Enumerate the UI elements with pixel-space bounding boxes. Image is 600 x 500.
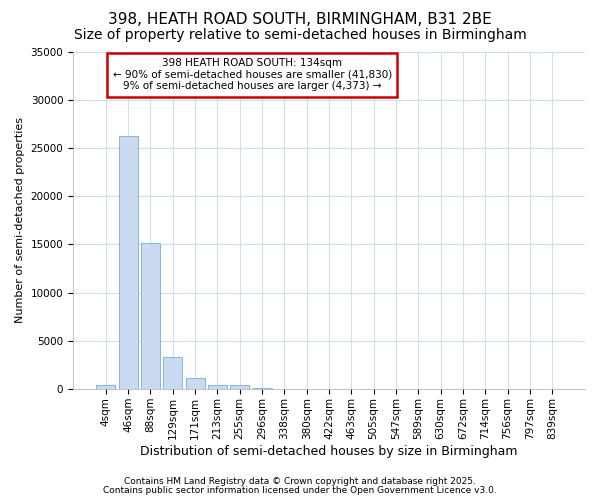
- Bar: [163, 358, 182, 389]
- X-axis label: Distribution of semi-detached houses by size in Birmingham: Distribution of semi-detached houses by …: [140, 444, 518, 458]
- Bar: [96, 386, 115, 389]
- Bar: [208, 386, 227, 389]
- Text: 398 HEATH ROAD SOUTH: 134sqm
← 90% of semi-detached houses are smaller (41,830)
: 398 HEATH ROAD SOUTH: 134sqm ← 90% of se…: [113, 58, 392, 92]
- Text: Size of property relative to semi-detached houses in Birmingham: Size of property relative to semi-detach…: [74, 28, 526, 42]
- Bar: [141, 242, 160, 389]
- Text: Contains HM Land Registry data © Crown copyright and database right 2025.: Contains HM Land Registry data © Crown c…: [124, 477, 476, 486]
- Bar: [230, 386, 249, 389]
- Bar: [119, 136, 137, 389]
- Text: Contains public sector information licensed under the Open Government Licence v3: Contains public sector information licen…: [103, 486, 497, 495]
- Y-axis label: Number of semi-detached properties: Number of semi-detached properties: [15, 118, 25, 324]
- Text: 398, HEATH ROAD SOUTH, BIRMINGHAM, B31 2BE: 398, HEATH ROAD SOUTH, BIRMINGHAM, B31 2…: [108, 12, 492, 28]
- Bar: [185, 378, 205, 389]
- Bar: [253, 388, 272, 389]
